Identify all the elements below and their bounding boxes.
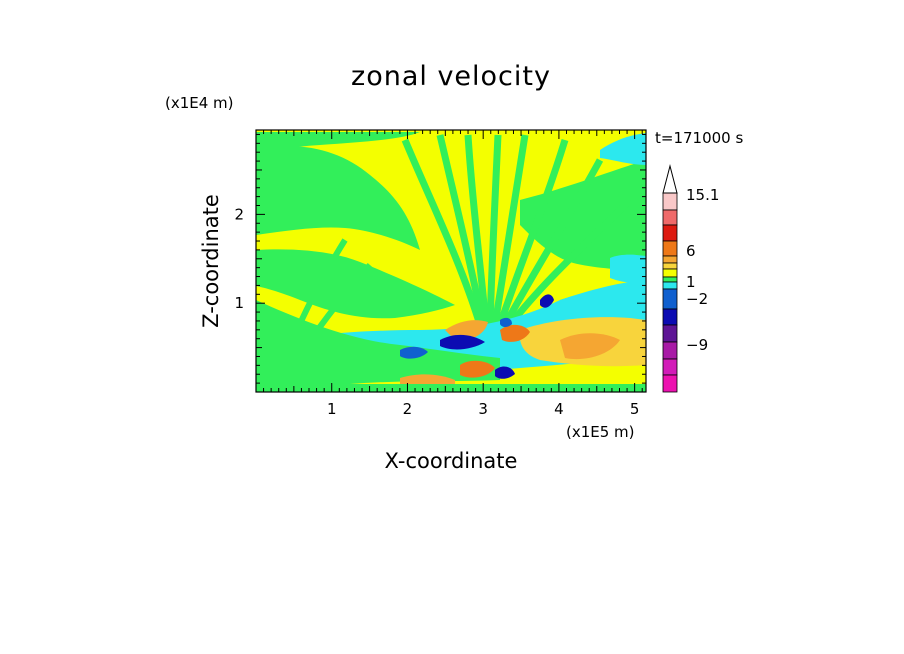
colorbar-label: −9 [686, 336, 708, 354]
contour-region [256, 300, 500, 390]
colorbar-swatch [662, 341, 678, 360]
colorbar-swatch [662, 324, 678, 343]
contour-region [540, 294, 554, 308]
fan-streaks [401, 134, 633, 328]
contour-region [500, 324, 530, 342]
y-axis-label: Z-coordinate [199, 194, 223, 328]
chart-title: zonal velocity [351, 61, 551, 92]
contour-region [256, 132, 420, 152]
colorbar-arrow [662, 164, 678, 194]
y-axis-ticks: 12 [234, 133, 646, 384]
y-unit-label: (x1E4 m) [165, 94, 234, 112]
plot-frame [255, 129, 647, 393]
streak [436, 134, 487, 326]
colorbar-swatch [662, 240, 678, 257]
x-tick-label: 2 [403, 400, 413, 418]
colorbar-label: 15.1 [686, 186, 719, 204]
contour-region [400, 346, 428, 359]
colorbar-swatch [662, 192, 678, 211]
contour-region [256, 384, 646, 392]
colorbar-swatch [662, 262, 678, 270]
x-axis-ticks: 1 2 3 4 5 [263, 130, 643, 418]
colorbar-swatch [662, 224, 678, 242]
colorbar-swatch [662, 209, 678, 226]
streak [464, 134, 490, 326]
streak [491, 134, 529, 326]
streak [486, 134, 502, 326]
colorbar-label: 6 [686, 242, 696, 260]
colorbar-swatch [662, 358, 678, 376]
contour-region [610, 254, 646, 283]
colorbar-swatch [662, 276, 678, 283]
x-tick-label: 1 [327, 400, 337, 418]
y-tick-label: 1 [234, 294, 244, 312]
time-label: t=171000 s [655, 129, 743, 147]
contour-region [600, 133, 646, 165]
contour-region [460, 360, 495, 378]
contour-region [256, 146, 420, 250]
colorbar: 15.1 6 1−2 −9 [662, 164, 719, 393]
x-tick-label: 3 [478, 400, 488, 418]
x-axis-label: X-coordinate [385, 449, 518, 473]
contour-region [560, 333, 620, 360]
colorbar-swatch [662, 281, 678, 290]
colorbar-swatch [662, 255, 678, 264]
colorbar-swatch [662, 288, 678, 310]
colorbar-swatch [662, 308, 678, 326]
contour-region [440, 334, 485, 350]
colorbar-label: 1 [686, 273, 696, 291]
contour-region [495, 366, 515, 379]
x-tick-label: 4 [554, 400, 564, 418]
x-tick-label: 5 [630, 400, 640, 418]
contour-region [500, 317, 512, 327]
streak [496, 138, 569, 327]
colorbar-swatch [662, 268, 678, 278]
y-tick-label: 2 [234, 205, 244, 223]
streak [401, 138, 484, 327]
x-unit-label: (x1E5 m) [566, 423, 635, 441]
colorbar-label: −2 [686, 290, 708, 308]
colorbar-swatch [662, 374, 678, 393]
streak [501, 158, 604, 327]
streak [507, 197, 633, 328]
plot-border [255, 129, 647, 393]
plot-area [256, 130, 646, 392]
